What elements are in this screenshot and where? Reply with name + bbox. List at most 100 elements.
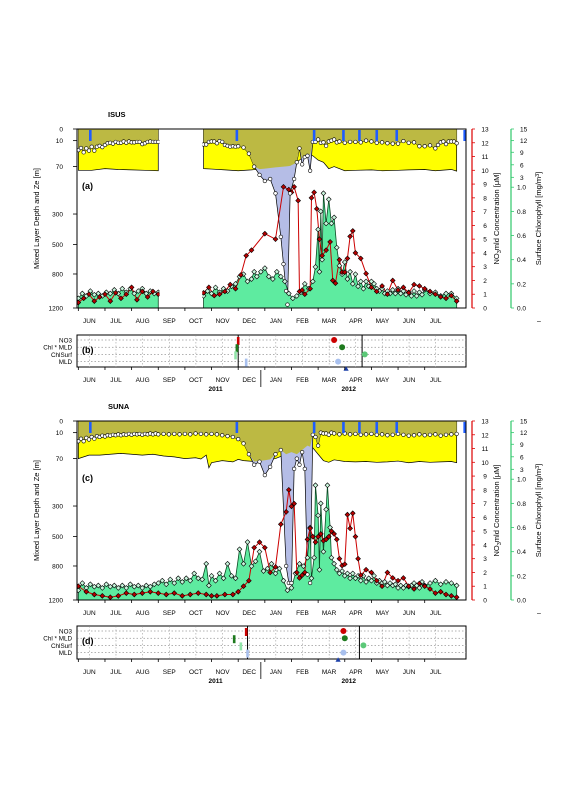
mld-point bbox=[332, 431, 337, 436]
chl-tick-label: 3 bbox=[520, 467, 524, 474]
no3-tick-label: 2 bbox=[483, 570, 487, 577]
panel-tag: (a) bbox=[82, 181, 93, 191]
chlorophyll-point bbox=[363, 579, 369, 585]
month-label: MAR bbox=[322, 318, 337, 325]
chlorophyll-point bbox=[288, 585, 295, 591]
no3-point bbox=[443, 295, 449, 302]
mld-point bbox=[268, 176, 273, 182]
mld-point bbox=[401, 138, 406, 144]
chlorophyll-point bbox=[79, 290, 86, 297]
no3-tick-label: 10 bbox=[481, 168, 489, 175]
chlorophyll-point bbox=[131, 290, 138, 297]
month-label: JUL bbox=[110, 318, 122, 325]
mld-point bbox=[257, 459, 262, 464]
mld-point bbox=[278, 447, 283, 453]
chlorophyll-point bbox=[312, 482, 319, 489]
no3-label-part: NO bbox=[492, 545, 501, 556]
no3-point bbox=[427, 586, 433, 592]
chlorophyll-point bbox=[324, 482, 331, 489]
chl-tick-label: 12 bbox=[520, 138, 528, 145]
chlorophyll-point bbox=[224, 560, 231, 567]
month-label: SEP bbox=[163, 377, 176, 384]
mld-point bbox=[310, 432, 315, 437]
mld-point bbox=[441, 139, 446, 144]
month-label: MAR bbox=[322, 610, 337, 617]
month-label: MAR bbox=[322, 669, 337, 676]
depth-marker bbox=[235, 422, 239, 433]
mld-point bbox=[326, 432, 331, 437]
no3-point bbox=[317, 531, 324, 537]
depth-marker bbox=[235, 130, 239, 141]
depth-marker bbox=[89, 130, 92, 141]
year-label: 2012 bbox=[342, 386, 357, 393]
event-bar-chlsurf bbox=[234, 351, 237, 360]
no3-point bbox=[341, 561, 348, 568]
no3-point bbox=[251, 544, 258, 551]
chlorophyll-point bbox=[280, 577, 287, 584]
no3-point bbox=[368, 569, 375, 576]
chlorophyll-point bbox=[183, 575, 190, 582]
no3-tick-label: 5 bbox=[483, 529, 487, 536]
depth-tick-label: 70 bbox=[56, 456, 64, 463]
chlorophyll-point bbox=[260, 568, 267, 574]
mld-point bbox=[433, 432, 438, 437]
month-label: JUN bbox=[83, 318, 96, 325]
mld-point bbox=[422, 433, 427, 438]
no3-point bbox=[347, 525, 353, 532]
chlorophyll-point bbox=[175, 575, 182, 582]
chlorophyll-point bbox=[368, 577, 375, 584]
mld-point bbox=[92, 436, 97, 441]
no3-tick-label: 3 bbox=[483, 264, 487, 271]
depth-marker bbox=[375, 130, 379, 141]
panel-title: ISUS bbox=[108, 110, 126, 119]
no3-tick-label: 3 bbox=[483, 556, 487, 563]
chl-label-part: Surface Chlorophyll [mg/m bbox=[534, 177, 543, 265]
chlorophyll-point bbox=[389, 287, 396, 293]
depth-marker bbox=[395, 422, 399, 433]
no3-point bbox=[344, 511, 351, 518]
main-plot-frame bbox=[76, 128, 467, 309]
chl-label-part: Surface Chlorophyll [mg/m bbox=[534, 469, 543, 557]
mld-point bbox=[358, 140, 363, 145]
month-label: FEB bbox=[296, 669, 309, 676]
month-label: AUG bbox=[136, 669, 150, 676]
no3-point bbox=[311, 189, 317, 196]
no3-tick-label: 0 bbox=[483, 306, 487, 313]
chlorophyll-point bbox=[400, 288, 407, 294]
chlorophyll-point bbox=[266, 273, 272, 280]
chlorophyll-point bbox=[323, 506, 329, 513]
chlorophyll-point bbox=[320, 190, 327, 197]
chlorophyll-point bbox=[115, 585, 122, 591]
no3-point bbox=[272, 564, 279, 570]
chl-tick-label: 0.4 bbox=[517, 549, 526, 556]
event-dot bbox=[335, 358, 342, 365]
mld-point bbox=[321, 140, 326, 145]
chlorophyll-point bbox=[228, 573, 235, 579]
chlorophyll-point bbox=[448, 580, 455, 586]
mld-point bbox=[300, 450, 305, 455]
mld-point bbox=[443, 432, 449, 437]
no3-point bbox=[319, 252, 325, 259]
chlorophyll-point bbox=[119, 285, 126, 292]
chlorophyll-point bbox=[212, 577, 219, 584]
mld-point bbox=[156, 139, 161, 145]
no3-label-part: mld Concentration [μM] bbox=[492, 465, 501, 543]
chlorophyll-point bbox=[333, 566, 340, 573]
month-label: APR bbox=[349, 318, 363, 325]
depth-tick-label: 300 bbox=[52, 212, 63, 219]
event-row-label: MLD bbox=[59, 650, 73, 657]
depth-marker bbox=[463, 422, 466, 433]
month-label: OCT bbox=[189, 318, 203, 325]
mld-point bbox=[406, 140, 411, 145]
no3-point bbox=[208, 593, 215, 599]
no3-axis-label: NO3mld Concentration [μM] bbox=[492, 465, 503, 557]
depth-axis-label: Mixed Layer Depth and Ze [m] bbox=[32, 168, 41, 269]
chlorophyll-point bbox=[325, 196, 332, 203]
event-bar-no3 bbox=[236, 337, 240, 345]
event-panel-frame bbox=[76, 334, 467, 368]
mld-point bbox=[137, 139, 142, 145]
event-dot bbox=[331, 337, 338, 343]
month-label: JUL bbox=[430, 610, 442, 617]
no3-point bbox=[115, 593, 122, 599]
no3-point bbox=[325, 533, 332, 540]
